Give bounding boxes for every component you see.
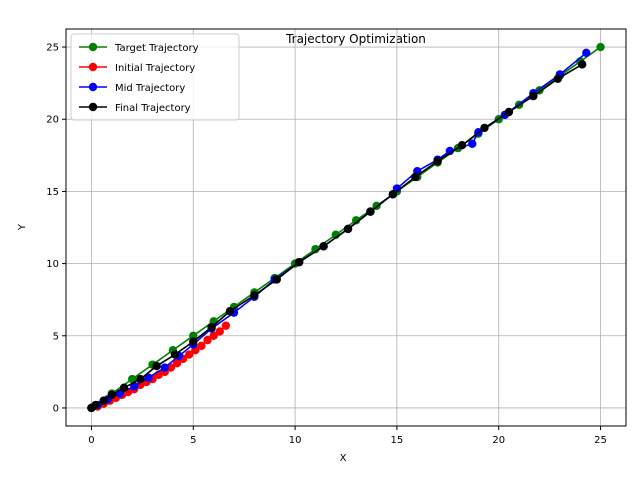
y-tick-label: 5 bbox=[53, 331, 59, 342]
y-tick-label: 25 bbox=[46, 43, 59, 54]
ticks: 0 5 10 15 20 25 0 5 10 15 20 25 bbox=[46, 43, 607, 446]
data-point bbox=[319, 242, 328, 251]
legend-marker bbox=[88, 42, 98, 52]
data-point bbox=[250, 291, 259, 300]
data-point bbox=[172, 359, 182, 368]
data-point bbox=[209, 331, 218, 340]
x-tick-label: 5 bbox=[190, 435, 196, 446]
y-tick-label: 15 bbox=[46, 187, 59, 198]
legend-marker bbox=[88, 62, 98, 72]
data-point bbox=[136, 374, 145, 384]
chart-title: Trajectory Optimization bbox=[285, 32, 426, 46]
data-point bbox=[351, 216, 361, 225]
data-point bbox=[189, 337, 198, 346]
series-layer bbox=[87, 42, 605, 413]
legend-label: Mid Trajectory bbox=[115, 83, 185, 94]
legend: Target Trajectory Initial Trajectory Mid T… bbox=[70, 33, 240, 121]
x-tick-label: 25 bbox=[594, 435, 607, 446]
data-point bbox=[127, 374, 137, 384]
data-point bbox=[504, 107, 514, 117]
data-point bbox=[294, 257, 304, 267]
data-point bbox=[170, 350, 180, 359]
data-point bbox=[388, 190, 398, 199]
data-point bbox=[207, 322, 216, 332]
data-point bbox=[215, 327, 224, 336]
data-point bbox=[185, 350, 194, 359]
data-point bbox=[189, 331, 198, 340]
data-point bbox=[197, 341, 206, 351]
y-tick-label: 20 bbox=[46, 115, 59, 126]
data-point bbox=[480, 123, 489, 133]
data-point bbox=[225, 307, 235, 316]
data-point bbox=[433, 156, 442, 166]
axes-frame bbox=[65, 28, 627, 427]
data-point bbox=[445, 146, 455, 156]
legend-label: Initial Trajectory bbox=[115, 63, 195, 74]
data-point bbox=[203, 335, 212, 345]
y-tick-label: 0 bbox=[53, 403, 59, 414]
data-point bbox=[160, 363, 169, 372]
data-point bbox=[596, 42, 605, 52]
data-point bbox=[166, 363, 176, 372]
legend-marker bbox=[88, 82, 98, 92]
grid bbox=[66, 29, 626, 426]
data-point bbox=[582, 48, 591, 58]
data-point bbox=[366, 207, 375, 216]
data-point bbox=[468, 139, 477, 148]
series-3 bbox=[87, 60, 587, 413]
legend-label: Final Trajectory bbox=[115, 103, 191, 114]
x-tick-label: 0 bbox=[88, 435, 94, 446]
series-1 bbox=[87, 321, 231, 413]
data-point bbox=[529, 91, 538, 101]
data-point bbox=[272, 275, 281, 284]
y-axis-label: Y bbox=[17, 223, 28, 231]
data-point bbox=[152, 361, 161, 371]
x-axis-label: X bbox=[340, 453, 347, 464]
x-tick-label: 20 bbox=[492, 435, 505, 446]
data-point bbox=[411, 172, 420, 182]
data-point bbox=[578, 60, 587, 69]
data-point bbox=[119, 383, 129, 392]
data-point bbox=[221, 321, 231, 330]
data-point bbox=[144, 373, 153, 382]
y-tick-label: 10 bbox=[46, 259, 59, 270]
data-point bbox=[99, 396, 108, 405]
data-point bbox=[553, 74, 562, 84]
data-point bbox=[107, 390, 117, 400]
legend-marker bbox=[88, 102, 98, 112]
data-point bbox=[343, 224, 353, 234]
legend-box bbox=[70, 33, 240, 121]
data-point bbox=[91, 400, 100, 410]
x-tick-label: 10 bbox=[289, 435, 302, 446]
legend-label: Target Trajectory bbox=[114, 43, 199, 54]
data-point bbox=[457, 141, 467, 150]
x-tick-label: 15 bbox=[391, 435, 404, 446]
data-point bbox=[311, 244, 320, 254]
